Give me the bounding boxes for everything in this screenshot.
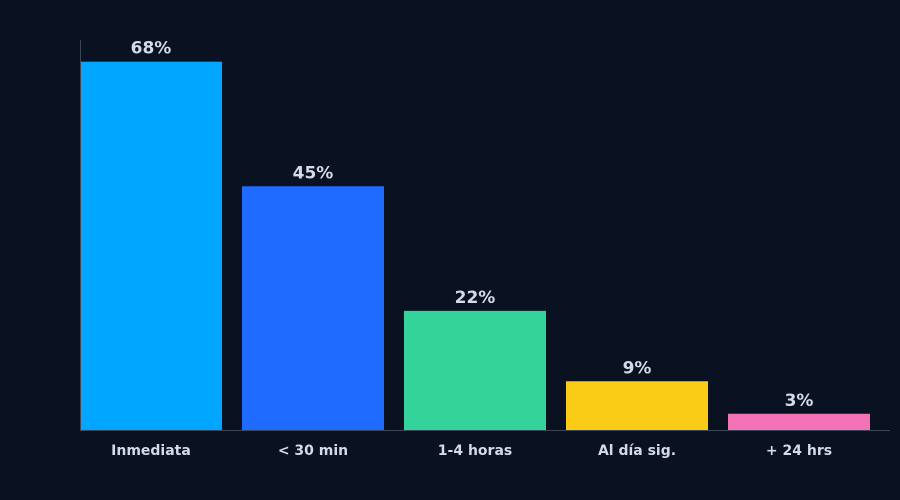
bar bbox=[728, 413, 870, 430]
bar bbox=[80, 61, 222, 431]
x-tick-label: 1-4 horas bbox=[438, 443, 512, 459]
value-label: 22% bbox=[455, 288, 496, 308]
x-tick-label: Al día sig. bbox=[598, 443, 676, 459]
bar bbox=[566, 381, 708, 430]
value-label: 45% bbox=[293, 163, 334, 183]
x-tick-label: < 30 min bbox=[278, 443, 348, 459]
bar bbox=[404, 310, 546, 430]
value-label: 68% bbox=[131, 39, 172, 59]
value-label: 3% bbox=[785, 391, 814, 411]
x-tick-label: Inmediata bbox=[111, 443, 191, 459]
bar bbox=[242, 186, 384, 430]
x-tick-label: + 24 hrs bbox=[766, 443, 832, 459]
value-label: 9% bbox=[623, 358, 652, 378]
